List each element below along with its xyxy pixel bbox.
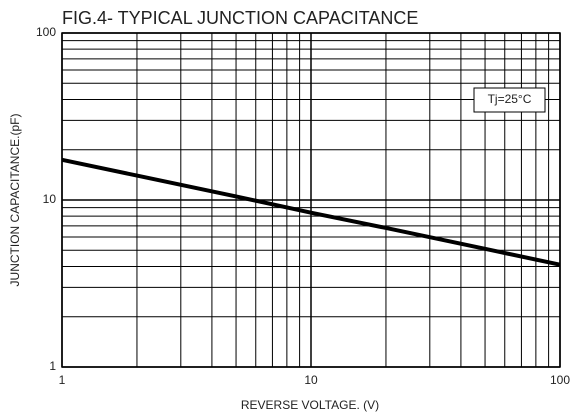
annotation: Tj=25°C (488, 92, 532, 106)
y-axis-label: JUNCTION CAPACITANCE.(pF) (8, 114, 22, 287)
y-tick-label: 100 (36, 25, 56, 39)
x-tick-label: 10 (304, 373, 318, 387)
plot-frame (61, 32, 561, 368)
y-tick-label: 10 (43, 192, 57, 206)
x-tick-label: 100 (550, 373, 570, 387)
x-axis-label: REVERSE VOLTAGE. (V) (241, 398, 379, 412)
y-tick-label: 1 (49, 359, 56, 373)
x-tick-label: 1 (59, 373, 66, 387)
annotation-box (473, 87, 546, 113)
data-line (61, 157, 561, 267)
chart-title: FIG.4- TYPICAL JUNCTION CAPACITANCE (62, 8, 418, 28)
